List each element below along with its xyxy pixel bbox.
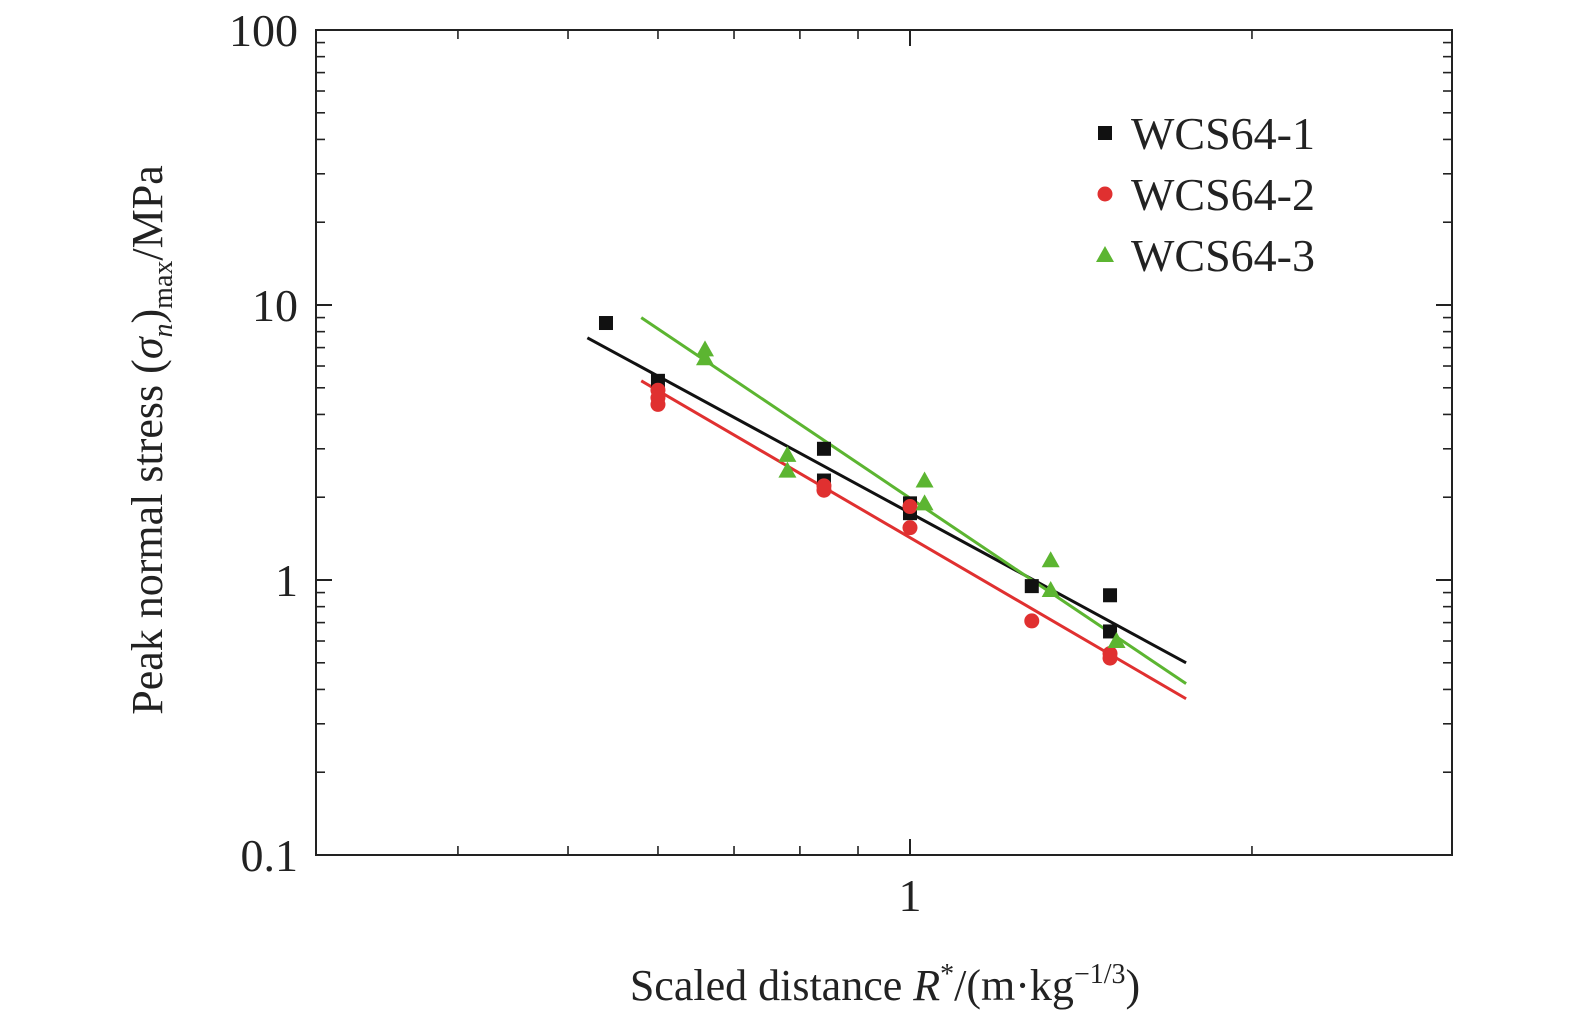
data-point-wcs64-3	[1041, 551, 1060, 568]
plot-frame	[315, 29, 1453, 856]
y-tick-label: 100	[229, 5, 298, 56]
data-point-wcs64-3	[695, 340, 714, 357]
data-point-wcs64-2	[1024, 613, 1040, 629]
legend-label-wcs64-1: WCS64-1	[1131, 108, 1315, 159]
data-point-wcs64-2	[816, 482, 832, 498]
x-axis-title: Scaled distance R*/(m·kg−1/3)	[630, 959, 1140, 1010]
legend-marker-wcs64-1	[1098, 126, 1112, 140]
fit-lines	[586, 316, 1187, 701]
data-point-wcs64-2	[902, 520, 918, 536]
data-point-wcs64-3	[915, 471, 934, 488]
data-point-wcs64-2	[902, 499, 918, 515]
data-point-wcs64-3	[778, 461, 797, 478]
y-tick-label: 0.1	[241, 830, 299, 881]
x-axis: 1	[457, 30, 1253, 921]
legend-marker-wcs64-3	[1096, 246, 1114, 262]
legend-marker-wcs64-2	[1097, 186, 1113, 202]
data-point-wcs64-1	[816, 441, 831, 456]
legend-label-wcs64-2: WCS64-2	[1131, 169, 1315, 220]
y-tick-label: 1	[275, 555, 298, 606]
y-axis: 0.1 1 10 100	[229, 5, 1452, 881]
data-point-wcs64-1	[1103, 624, 1118, 639]
data-point-wcs64-3	[778, 445, 797, 462]
data-point-wcs64-3	[695, 349, 714, 366]
data-point-wcs64-3	[1041, 580, 1060, 597]
data-point-wcs64-1	[598, 316, 613, 331]
y-axis-title: Peak normal stress (σn)max/MPa	[123, 165, 179, 715]
x-tick-label: 1	[898, 870, 921, 921]
y-tick-label: 10	[252, 280, 298, 331]
data-point-wcs64-3	[1107, 632, 1126, 649]
plot-border	[315, 29, 1453, 856]
legend: WCS64-1 WCS64-2 WCS64-3	[1096, 108, 1315, 281]
fit-line-wcs64-1	[586, 336, 1187, 665]
data-point-wcs64-1	[1103, 588, 1118, 603]
fit-line-wcs64-2	[640, 379, 1187, 701]
data-point-wcs64-2	[650, 396, 666, 412]
data-point-wcs64-2	[1102, 650, 1118, 666]
data-point-wcs64-1	[1024, 579, 1039, 594]
data-point-wcs64-3	[915, 494, 934, 511]
legend-label-wcs64-3: WCS64-3	[1131, 230, 1315, 281]
data-markers	[598, 316, 1126, 666]
